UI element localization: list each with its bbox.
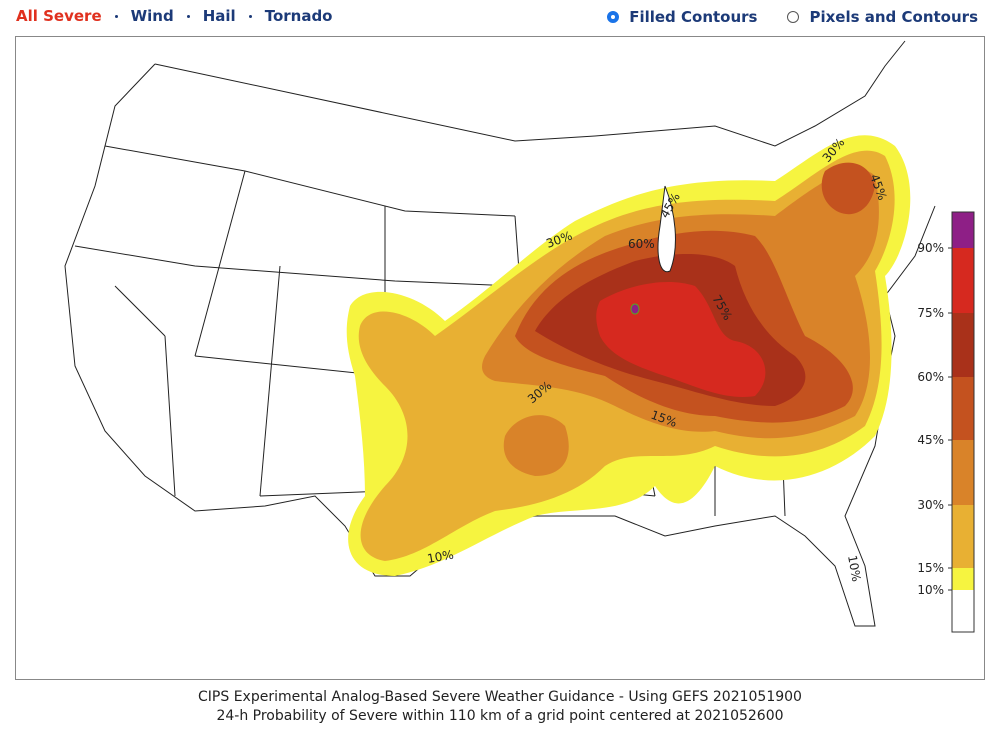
colorbar-band: [952, 212, 974, 248]
colorbar-band: [952, 248, 974, 313]
tab[interactable]: Hail: [202, 7, 236, 25]
radio-button[interactable]: [787, 11, 800, 23]
contour-label: 10%: [426, 548, 455, 566]
radio-label: Filled Contours: [629, 8, 758, 26]
radio-button[interactable]: [607, 11, 620, 23]
tab[interactable]: Wind: [130, 7, 174, 25]
colorbar-band: [952, 505, 974, 568]
colorbar-label: 45%: [917, 433, 944, 447]
separator: [114, 14, 118, 18]
radio-label: Pixels and Contours: [809, 8, 978, 26]
colorbar-label: 10%: [917, 583, 944, 597]
colorbar-band: [952, 377, 974, 440]
colorbar-label: 90%: [917, 241, 944, 255]
colorbar-band: [952, 440, 974, 505]
display-options: Filled Contours Pixels and Contours: [607, 8, 978, 26]
separator: [248, 14, 252, 18]
colorbar-label: 75%: [917, 306, 944, 320]
contour-label: 60%: [628, 237, 655, 251]
radio-option[interactable]: Pixels and Contours: [787, 8, 978, 26]
tab[interactable]: All Severe: [16, 7, 102, 25]
contour-label: 10%: [845, 554, 863, 583]
tab-bar: All Severe Wind Hail Tornado: [16, 7, 333, 25]
map: 30% 60%45%75%30%15%10%30%45%10% 90%75%60%…: [15, 36, 985, 680]
colorbar-label: 30%: [917, 498, 944, 512]
caption-line: CIPS Experimental Analog-Based Severe We…: [198, 689, 802, 705]
probability-contours: [346, 135, 911, 576]
colorbar-label: 60%: [917, 370, 944, 384]
colorbar-band: [952, 590, 974, 632]
separator: [186, 14, 190, 18]
colorbar-band: [952, 568, 974, 590]
caption: CIPS Experimental Analog-Based Severe We…: [0, 688, 1000, 726]
colorbar-label: 15%: [917, 561, 944, 575]
radio-option[interactable]: Filled Contours: [607, 8, 757, 26]
tab[interactable]: Tornado: [264, 7, 333, 25]
colorbar-frame: [951, 211, 975, 633]
colorbar: 90% 75% 60% 45% 30% 15% 10%: [917, 211, 975, 633]
caption-line: 24-h Probability of Severe within 110 km…: [216, 708, 784, 724]
colorbar-band: [952, 313, 974, 377]
